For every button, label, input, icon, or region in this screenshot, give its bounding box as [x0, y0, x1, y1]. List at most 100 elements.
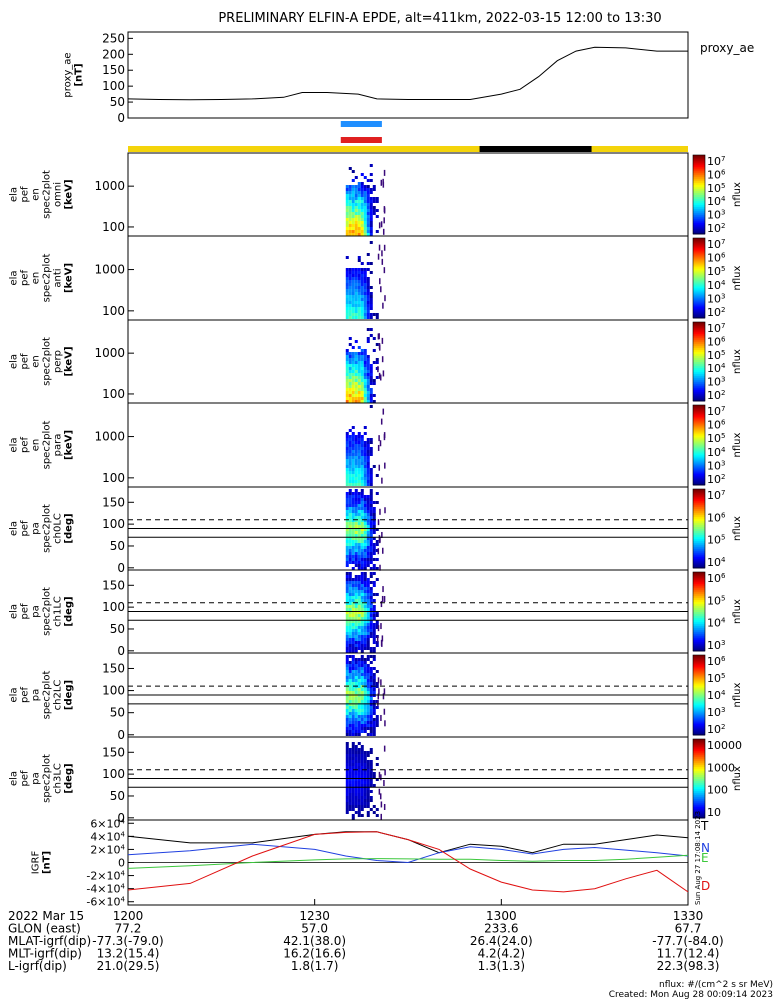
spectrogram-cell	[363, 316, 367, 319]
spectrogram-cell	[345, 587, 349, 590]
spectrogram-cell	[354, 799, 358, 802]
colorbar-cell	[693, 325, 705, 329]
spectrogram-cell	[357, 685, 361, 688]
spectrogram-cell	[369, 549, 373, 552]
spectrogram-cell	[345, 581, 349, 584]
spectrogram-cell	[360, 370, 364, 373]
spectrogram-cell	[345, 543, 349, 546]
spectrogram-cell	[372, 543, 376, 546]
spectrogram-cell	[372, 564, 376, 567]
spectrogram-cell	[363, 703, 367, 706]
spectrogram-cell	[354, 578, 358, 581]
spectrogram-cell	[357, 712, 361, 715]
spectrogram-cell	[375, 718, 379, 721]
colorbar-cell	[693, 754, 705, 758]
orbit-cell: -77.3(-79.0)	[92, 934, 163, 948]
spectrogram-cell	[354, 590, 358, 593]
footer-units: nflux: #/(cm^2 s sr MeV)	[659, 980, 773, 990]
spectrogram-cell	[345, 555, 349, 558]
spectrogram-cell	[369, 453, 373, 456]
spectrogram-cell	[351, 379, 355, 382]
spectrogram-cell	[348, 679, 352, 682]
spectrogram-cell	[357, 641, 361, 644]
spectrogram-cell	[363, 474, 367, 477]
spectrogram-cell	[357, 796, 361, 799]
spectrogram-cell	[360, 641, 364, 644]
orbit-cell: -77.7(-84.0)	[652, 934, 723, 948]
spectrogram-cell	[372, 522, 376, 525]
spectrogram-cell	[366, 534, 370, 537]
spectrogram-cell	[363, 504, 367, 507]
colorbar-cell	[693, 504, 705, 508]
spectrogram-cell	[351, 635, 355, 638]
spectrogram-cell	[375, 814, 379, 817]
spectrogram-cell	[357, 286, 361, 289]
orbit-row-label: 2022 Mar 15	[8, 909, 84, 923]
spectrogram-cell	[363, 581, 367, 584]
panel-ytick-label: 150	[102, 578, 125, 592]
colorbar-cell	[693, 645, 705, 648]
spectrogram-cell	[348, 537, 352, 540]
spectrogram-cell	[372, 549, 376, 552]
spectrogram-cell	[369, 218, 373, 221]
spectrogram-cell	[354, 543, 358, 546]
spectrogram-cell	[357, 456, 361, 459]
spectrogram-cell	[363, 197, 367, 200]
spectrogram-cell	[345, 799, 349, 802]
spectrogram-cell	[363, 370, 367, 373]
spectrogram-cell	[372, 638, 376, 641]
spectrogram-cell	[348, 209, 352, 212]
spectrogram-cell	[351, 781, 355, 784]
spectrogram-cell	[348, 200, 352, 203]
spectrogram-cell	[354, 456, 358, 459]
panel-ytick-label: 0	[117, 728, 125, 742]
spectrogram-cell	[357, 555, 361, 558]
spectrogram-cell	[348, 626, 352, 629]
spectrogram-cell	[369, 540, 373, 543]
colorbar-cell	[693, 272, 705, 275]
spectrogram-cell	[360, 605, 364, 608]
spectrogram-cell	[360, 787, 364, 790]
colorbar-cell	[693, 260, 705, 263]
science-zone-bar-red	[340, 137, 382, 143]
spectrogram-cell	[357, 766, 361, 769]
spectrogram-cell	[369, 661, 373, 664]
colorbar-cell	[693, 786, 705, 789]
spectrogram-cell	[369, 364, 373, 367]
spectrogram-cell	[380, 714, 382, 721]
spectrogram-cell	[363, 298, 367, 301]
spectrogram-cell	[357, 376, 361, 379]
spectrogram-cell	[381, 337, 384, 344]
colorbar-cell	[693, 774, 705, 778]
spectrogram-cell	[351, 578, 355, 581]
spectrogram-cell	[372, 516, 376, 519]
spectrogram-cell	[348, 501, 352, 504]
spectrogram-cell	[366, 316, 370, 319]
spectrogram-cell	[345, 655, 349, 658]
spectrogram-cell	[354, 534, 358, 537]
spectrogram-cell	[375, 209, 379, 212]
spectrogram-cell	[381, 356, 384, 363]
spectrogram-cell	[363, 501, 367, 504]
spectrogram-cell	[366, 292, 370, 295]
colorbar-cell	[693, 687, 705, 690]
panel-ytick-label: 0	[117, 811, 125, 825]
orbit-cell: 22.3(98.3)	[657, 959, 720, 973]
spectrogram-cell	[360, 578, 364, 581]
spectrogram-cell	[366, 438, 370, 441]
spectrogram-cell	[375, 528, 379, 531]
spectrogram-cell	[363, 295, 367, 298]
spectrogram-cell	[351, 670, 355, 673]
spectrogram-cell	[345, 769, 349, 772]
spectrogram-cell	[372, 733, 376, 736]
spectrogram-cell	[363, 280, 367, 283]
spectrogram-cell	[360, 802, 364, 805]
spectrogram-cell	[366, 581, 370, 584]
colorbar-cell	[693, 351, 705, 355]
spectrogram-cell	[357, 540, 361, 543]
spectrogram-cell	[348, 635, 352, 638]
colorbar-cell	[693, 685, 705, 688]
colorbar-cell	[693, 772, 705, 776]
spectrogram-cell	[357, 370, 361, 373]
